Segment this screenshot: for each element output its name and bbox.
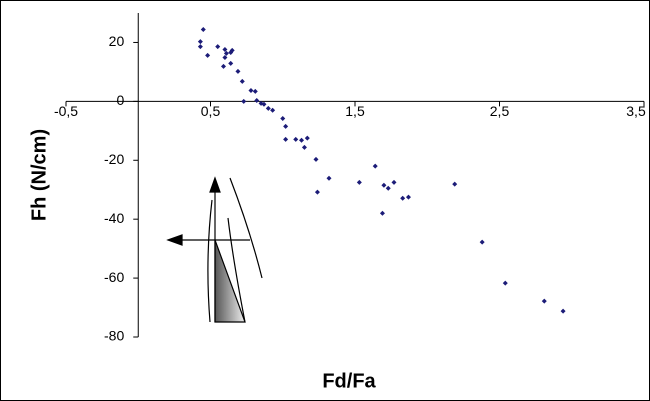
point	[222, 54, 228, 60]
point	[205, 52, 211, 58]
point	[280, 115, 286, 121]
point	[400, 195, 406, 201]
point	[356, 179, 362, 185]
point	[283, 123, 289, 129]
point	[313, 156, 319, 162]
x-axis-title: Fd/Fa	[322, 370, 376, 392]
point	[379, 210, 385, 216]
y-tick-label: -60	[104, 269, 124, 285]
x-tick-label: 3,5	[626, 103, 646, 119]
point	[304, 135, 310, 141]
point	[261, 101, 267, 107]
point	[254, 97, 260, 103]
point	[221, 63, 227, 69]
point	[372, 163, 378, 169]
point	[200, 26, 206, 32]
point	[502, 280, 508, 286]
point	[235, 68, 241, 74]
point	[405, 194, 411, 200]
point	[283, 136, 289, 142]
point	[252, 88, 258, 94]
x-tick-label: 0,5	[201, 103, 221, 119]
point	[452, 181, 458, 187]
y-tick-label: -20	[104, 151, 124, 167]
point	[215, 44, 221, 50]
y-axis-title: Fh (N/cm)	[28, 129, 50, 221]
point	[293, 136, 299, 142]
point	[326, 175, 332, 181]
point	[197, 44, 203, 50]
point	[223, 50, 229, 56]
point	[241, 98, 247, 104]
point	[541, 298, 547, 304]
point	[270, 107, 276, 113]
point	[248, 87, 254, 93]
x-tick-label: -0,5	[54, 103, 78, 119]
point	[265, 105, 271, 111]
point	[228, 60, 234, 66]
point	[560, 308, 566, 314]
y-tick-label: -80	[104, 328, 124, 344]
point	[301, 144, 307, 150]
point	[197, 39, 203, 45]
y-tick-label: 20	[109, 33, 125, 49]
x-tick-label: 2,5	[490, 103, 510, 119]
inset-icon	[166, 176, 263, 323]
point	[314, 189, 320, 195]
point	[229, 47, 235, 53]
x-tick-label: 1,5	[345, 103, 365, 119]
y-tick-label: -40	[104, 210, 124, 226]
point	[391, 179, 397, 185]
point	[222, 47, 228, 53]
y-tick-label: 0	[116, 92, 124, 108]
point	[239, 78, 245, 84]
point	[385, 185, 391, 191]
point	[381, 182, 387, 188]
point	[479, 239, 485, 245]
point	[299, 137, 305, 143]
